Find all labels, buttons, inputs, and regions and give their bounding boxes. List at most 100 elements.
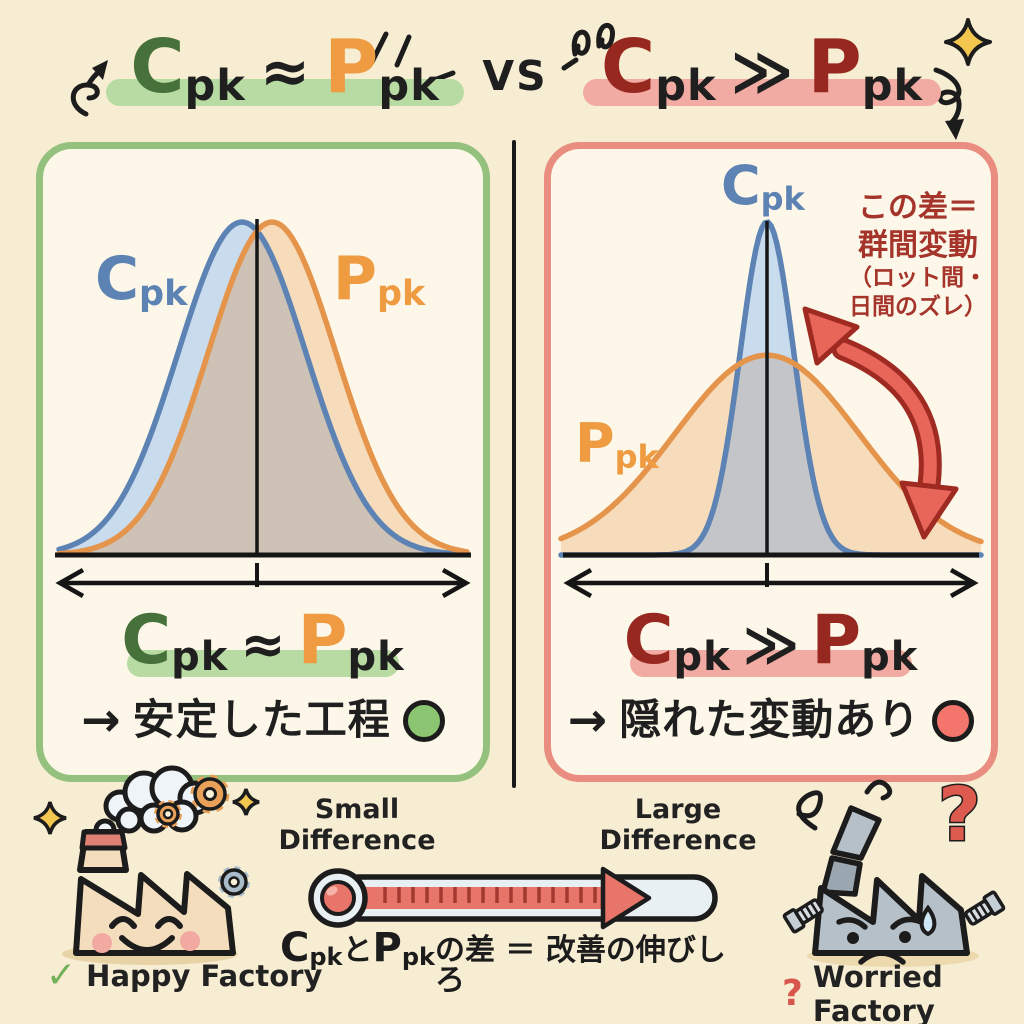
scale-text: Small — [314, 794, 400, 825]
bolt-icon — [964, 890, 1006, 926]
chimney-broken-base — [820, 855, 863, 897]
curve-label-letter: P — [333, 244, 377, 314]
arrowhead-right — [600, 866, 652, 930]
check-icon: ✓ — [46, 955, 77, 996]
arrowhead-right — [441, 568, 471, 598]
improvement-formula: C pk と P pk の差 ＝ 改善の伸びしろ — [280, 928, 750, 997]
right-distribution-chart — [558, 219, 984, 598]
small-difference-label: Small Difference — [272, 794, 442, 856]
annotation-line: 群間変動 — [858, 227, 978, 263]
arrow-icon: → — [81, 693, 121, 748]
gear-icon — [154, 800, 182, 828]
scale-text: Large — [634, 794, 722, 825]
formula-letter: P — [807, 24, 862, 110]
pink-highlight-bar — [629, 650, 913, 677]
right-equation-row: C pk ≫ P pk — [551, 601, 991, 681]
formula-letter: C — [623, 601, 674, 680]
right-panel-equation: C pk ≫ P pk — [623, 601, 919, 681]
formula-subscript: pk — [401, 943, 435, 972]
formula-letter: P — [297, 601, 348, 680]
emphasis-lines-doodle — [369, 31, 456, 82]
formula-letter: P — [372, 925, 402, 971]
question-icon: ? — [782, 973, 803, 1014]
arrow-icon: → — [567, 693, 608, 748]
formula-subscript: pk — [309, 943, 343, 972]
curve-label-letter: P — [575, 412, 615, 475]
left-conclusion: → 安定した工程 — [43, 697, 483, 744]
much-greater-operator: ≫ — [742, 613, 800, 676]
happy-factory-illustration — [33, 765, 260, 965]
conclusion-text: 安定した工程 — [132, 695, 391, 745]
formula-conjunction: と — [342, 932, 373, 968]
scale-text: Difference — [278, 825, 436, 856]
formula-letter: P — [811, 601, 862, 680]
thermometer-gauge — [308, 866, 718, 930]
large-difference-label: Large Difference — [593, 794, 763, 856]
curve-label-letter: C — [95, 244, 140, 314]
left-panel-equation: C pk ≈ P pk — [121, 601, 405, 681]
curly-down-arrow-doodle — [933, 67, 964, 140]
bolt-icon — [782, 898, 824, 934]
factory-label-text: Happy Factory — [86, 959, 323, 993]
factory-label-text: Worried Factory — [812, 960, 943, 1024]
alert-status-dot — [932, 699, 975, 742]
worried-factory-label: ? Worried Factory — [782, 960, 1024, 1024]
header-left-title: C pk ≈ P pk — [100, 24, 470, 110]
scribble-doodle — [796, 779, 893, 831]
vs-label: VS — [482, 52, 548, 100]
bulb-fill — [320, 880, 356, 916]
formula-subscript: pk — [673, 634, 731, 681]
ppk-curve-label: P pk — [575, 412, 659, 475]
formula-subscript: pk — [861, 60, 924, 111]
annotation-line: この差＝ — [858, 190, 978, 225]
overlap-region — [561, 355, 981, 555]
sparkle-icon — [232, 788, 260, 816]
sparkle-icon — [33, 801, 67, 835]
formula-subscript: pk — [378, 60, 440, 111]
eye — [899, 931, 911, 943]
curve-label-subscript: pk — [760, 179, 805, 218]
pink-highlight-bar — [583, 79, 941, 106]
green-highlight-bar — [127, 650, 399, 677]
left-distribution-chart — [55, 219, 471, 598]
curly-arrow-doodle — [70, 60, 108, 117]
hidden-variation-panel: C pk P pk この差＝ 群間変動 （ロット間・ 日間のズレ） C pk ≫… — [544, 142, 998, 782]
formula-subscript: pk — [347, 634, 405, 681]
happy-face — [109, 916, 183, 953]
happy-factory-label: ✓ Happy Factory — [46, 958, 322, 994]
good-status-dot — [402, 699, 445, 742]
much-greater-operator: ≫ — [730, 37, 794, 107]
curve-label-subscript: pk — [376, 274, 426, 315]
sparkle-icon — [944, 18, 992, 66]
approx-operator: ≈ — [240, 613, 286, 676]
cheek — [92, 933, 112, 953]
curve-label-letter: C — [721, 154, 761, 217]
sweat-drop-icon — [919, 904, 937, 937]
annotation-line: 日間のズレ） — [849, 293, 987, 320]
panel-divider — [512, 140, 516, 788]
curve-label-subscript: pk — [139, 274, 188, 315]
gear-icon — [190, 774, 230, 814]
conclusion-text: 隠れた変動あり — [619, 695, 921, 745]
cheek — [180, 931, 200, 951]
scale-text: Difference — [599, 825, 757, 856]
formula-subscript: pk — [184, 60, 246, 111]
header-right-title: C pk ≫ P pk — [577, 24, 947, 110]
right-conclusion: → 隠れた変動あり — [551, 697, 991, 744]
tick-marks — [383, 887, 597, 903]
smoke-cloud — [93, 765, 213, 842]
arrowhead-left — [55, 568, 85, 598]
worried-factory-illustration: ? — [782, 771, 1006, 967]
stable-process-panel: C pk P pk C pk ≈ P pk → 安定した工程 — [36, 142, 490, 782]
formula-letter: C — [600, 24, 656, 110]
formula-subscript: pk — [861, 634, 919, 681]
arrowhead-left — [563, 568, 593, 598]
green-highlight-bar — [106, 79, 464, 106]
formula-text: の差 ＝ 改善の伸びしろ — [434, 932, 726, 998]
formula-subscript: pk — [171, 634, 229, 681]
approx-operator: ≈ — [259, 37, 311, 107]
formula-letter: P — [324, 24, 379, 110]
spring-doodle — [561, 22, 615, 71]
between-group-variation-note: この差＝ 群間変動 （ロット間・ 日間のズレ） — [843, 189, 993, 322]
